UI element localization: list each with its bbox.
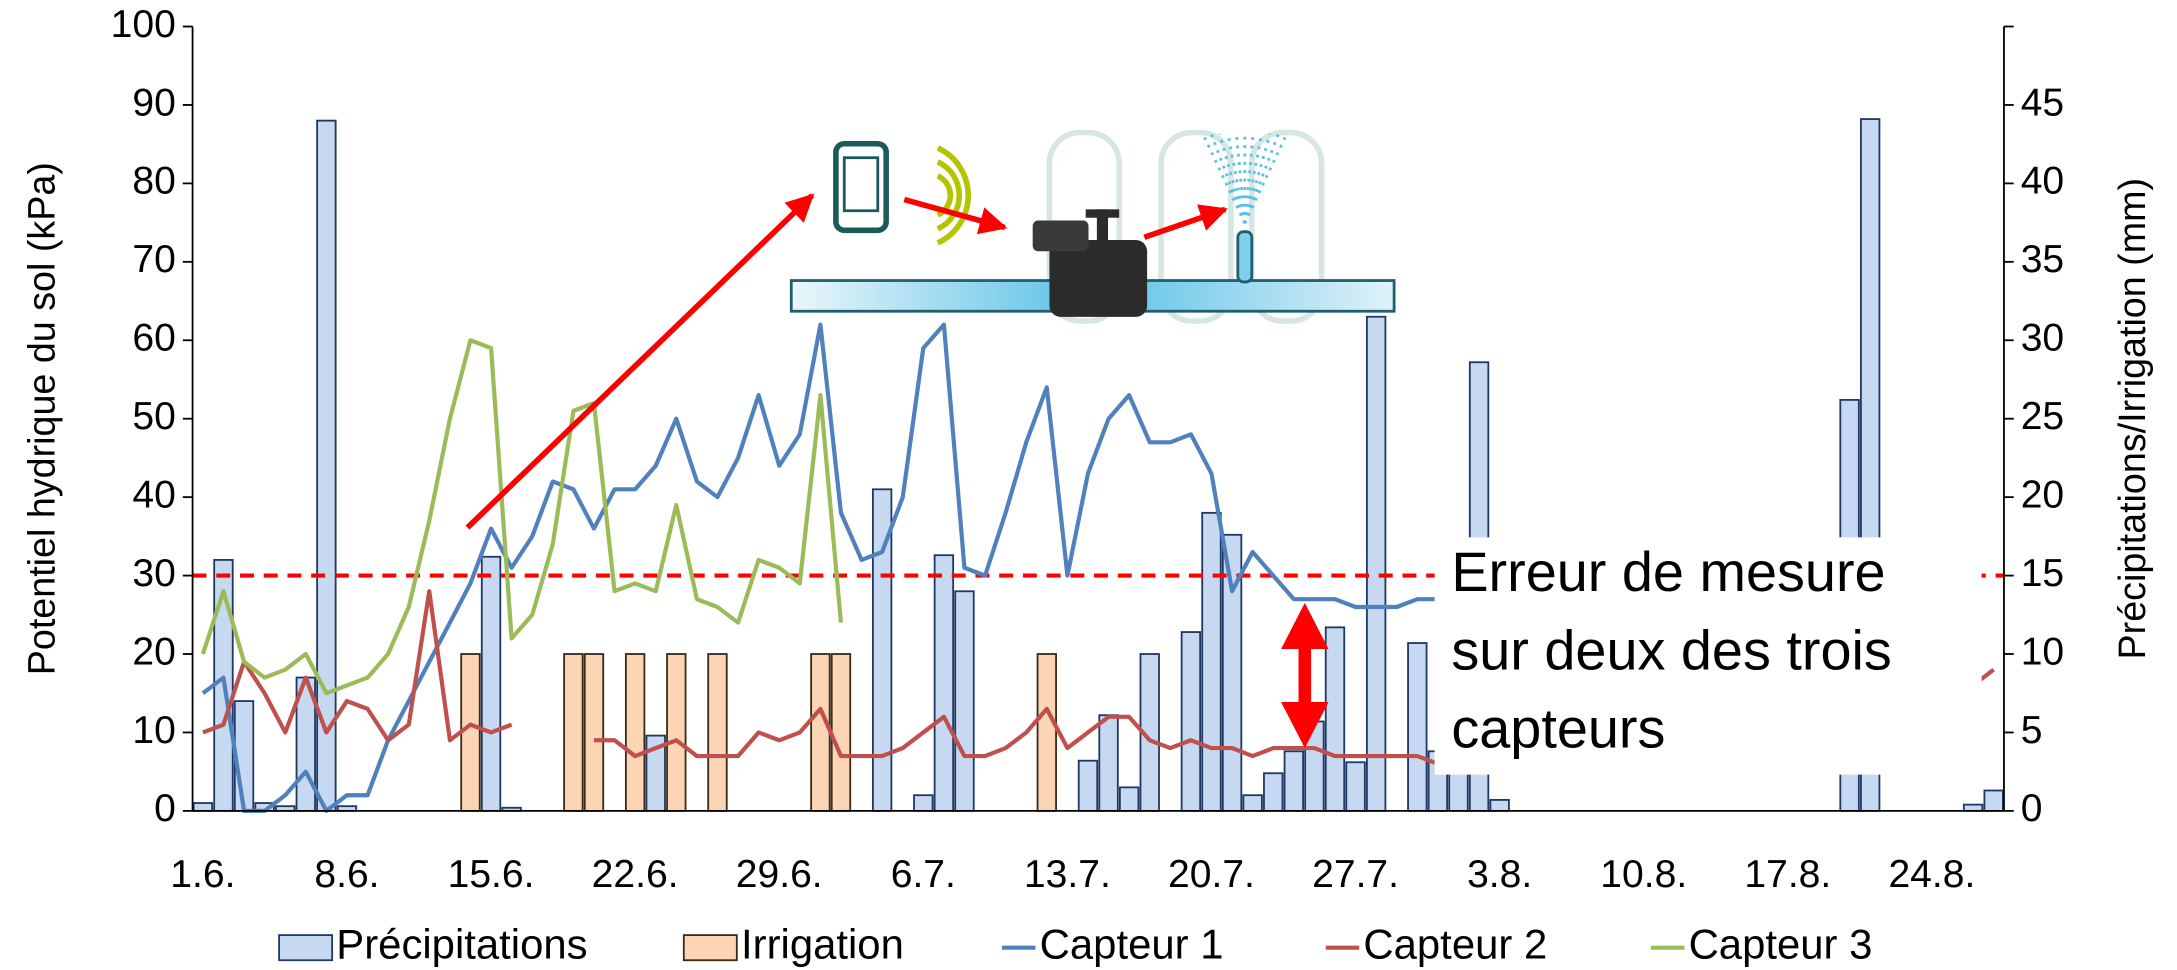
legend-label: Capteur 3 (1689, 921, 1873, 968)
y2-tick-label: 30 (2021, 317, 2064, 360)
legend-label: Irrigation (741, 921, 904, 968)
bar (1120, 787, 1139, 811)
y2-tick-label: 15 (2021, 552, 2064, 595)
legend-swatch (684, 935, 737, 960)
bar (1367, 317, 1386, 811)
y-tick-label: 0 (154, 787, 176, 830)
bar (935, 555, 954, 811)
bar (1202, 513, 1221, 811)
annotation: capteurs (1451, 696, 1665, 759)
x-tick-label: 22.6. (592, 853, 679, 896)
y2-tick-label: 45 (2021, 81, 2064, 124)
y2-tick-label: 25 (2021, 395, 2064, 438)
legend-label: Précipitations (336, 921, 587, 968)
bar (585, 654, 604, 811)
bar (1984, 790, 2003, 810)
y2-tick-label: 40 (2021, 160, 2064, 203)
x-tick-label: 29.6. (736, 853, 823, 896)
y-tick-label: 40 (132, 473, 175, 516)
y-tick-label: 30 (132, 552, 175, 595)
y2-tick-label: 35 (2021, 238, 2064, 281)
bar (1285, 751, 1304, 811)
x-tick-label: 27.7. (1312, 853, 1399, 896)
y-tick-label: 70 (132, 238, 175, 281)
arrow (904, 200, 1004, 228)
y-tick-label: 60 (132, 317, 175, 360)
bar (194, 803, 213, 811)
annotation: sur deux des trois (1451, 618, 1891, 681)
y2-tick-label: 20 (2021, 473, 2064, 516)
bar (1099, 715, 1118, 811)
bar (1326, 627, 1345, 811)
y2-tick-label: 5 (2021, 709, 2043, 752)
bar (1264, 773, 1283, 811)
bar (1182, 632, 1201, 811)
y-tick-label: 80 (132, 160, 175, 203)
x-tick-label: 13.7. (1024, 853, 1111, 896)
bar (1490, 800, 1509, 811)
bar (1408, 643, 1427, 811)
y-tick-label: 10 (132, 709, 175, 752)
nozzle (1238, 232, 1252, 282)
bar (1243, 795, 1262, 811)
bar (1346, 762, 1365, 811)
x-tick-label: 1.6. (170, 853, 235, 896)
y2-tick-label: 0 (2021, 787, 2043, 830)
y-tick-label: 100 (111, 3, 176, 46)
y-tick-label: 20 (132, 630, 175, 673)
bar (1964, 805, 1983, 811)
x-tick-label: 15.6. (448, 853, 535, 896)
valve-body (1049, 240, 1147, 317)
x-tick-label: 3.8. (1467, 853, 1532, 896)
y-tick-label: 90 (132, 81, 175, 124)
bar (811, 654, 830, 811)
bar (708, 654, 727, 811)
bar (955, 591, 974, 811)
valve-handle (1086, 209, 1119, 217)
legend-label: Capteur 2 (1363, 921, 1547, 968)
x-tick-label: 20.7. (1168, 853, 1255, 896)
chart: Potentiel hydrique du sol (kPa) Précipit… (0, 0, 2177, 970)
x-tick-label: 6.7. (891, 853, 956, 896)
valve-head (1033, 221, 1089, 252)
legend-swatch (279, 935, 332, 960)
legend-label: Capteur 1 (1040, 921, 1224, 968)
x-tick-label: 24.8. (1888, 853, 1975, 896)
y-tick-label: 50 (132, 395, 175, 438)
x-tick-label: 8.6. (314, 853, 379, 896)
arrow-head (1281, 603, 1328, 649)
bar (564, 654, 583, 811)
arrow (467, 195, 812, 527)
line (203, 340, 841, 693)
bar (1038, 654, 1057, 811)
x-tick-label: 10.8. (1600, 853, 1687, 896)
illustration (467, 133, 1394, 748)
y-axis-label: Potentiel hydrique du sol (kPa) (21, 162, 63, 675)
bar (317, 121, 336, 811)
bar (1079, 761, 1098, 811)
bar (626, 654, 645, 811)
arrow (1144, 209, 1225, 237)
bar (914, 795, 933, 811)
bar (832, 654, 851, 811)
annotation: Erreur de mesure (1451, 540, 1885, 603)
bar (482, 557, 501, 811)
x-tick-label: 17.8. (1744, 853, 1831, 896)
y2-tick-label: 10 (2021, 630, 2064, 673)
bar (667, 654, 686, 811)
y2-axis-label: Précipitations/Irrigation (mm) (2111, 178, 2153, 660)
bar (461, 654, 480, 811)
